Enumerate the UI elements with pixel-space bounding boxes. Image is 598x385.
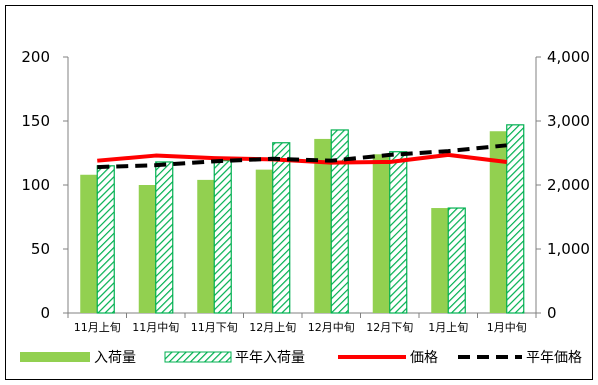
x-tick-label: 12月下旬 <box>366 321 413 334</box>
left-y-tick-label: 200 <box>21 48 50 66</box>
x-tick-label: 12月中旬 <box>308 321 355 334</box>
bar-heinen-nyukaryo <box>507 125 524 313</box>
axes <box>63 57 541 318</box>
right-y-tick-label: 4,000 <box>547 48 590 66</box>
x-tick-label: 1月上旬 <box>428 321 468 334</box>
left-y-tick-label: 150 <box>21 112 50 130</box>
legend-nyukaryo-swatch <box>20 352 90 362</box>
bar-nyukaryo <box>139 185 156 313</box>
bar-nyukaryo <box>373 154 390 313</box>
legend: 入荷量 平年入荷量 価格 平年価格 <box>20 350 582 366</box>
right-y-tick-label: 1,000 <box>547 240 590 258</box>
left-y-tick-label: 0 <box>40 304 50 322</box>
bar-nyukaryo <box>80 175 97 313</box>
bar-heinen-nyukaryo <box>214 161 231 313</box>
lines <box>97 145 507 167</box>
x-tick-label: 11月中旬 <box>132 321 179 334</box>
bar-nyukaryo <box>314 139 331 313</box>
bars <box>80 125 524 313</box>
legend-heinen-nyukaryo-label: 平年入荷量 <box>235 350 305 366</box>
right-y-tick-label: 2,000 <box>547 176 590 194</box>
legend-heinen-nyukaryo-swatch <box>165 352 231 362</box>
bar-nyukaryo <box>431 208 448 313</box>
x-tick-label: 12月上旬 <box>249 321 296 334</box>
x-tick-label: 11月下旬 <box>191 321 238 334</box>
legend-kakaku-label: 価格 <box>410 350 438 366</box>
x-tick-label: 11月上旬 <box>74 321 121 334</box>
legend-heinen-kakaku-label: 平年価格 <box>526 350 582 366</box>
bar-heinen-nyukaryo <box>156 162 173 313</box>
bar-heinen-nyukaryo <box>97 166 114 313</box>
bar-heinen-nyukaryo <box>390 152 407 313</box>
bar-heinen-nyukaryo <box>273 143 290 313</box>
right-y-tick-label: 0 <box>547 304 557 322</box>
bar-nyukaryo <box>256 170 273 313</box>
left-y-tick-label: 50 <box>31 240 50 258</box>
right-y-tick-label: 3,000 <box>547 112 590 130</box>
left-y-tick-label: 100 <box>21 176 50 194</box>
x-tick-label: 1月中旬 <box>487 321 527 334</box>
legend-nyukaryo-label: 入荷量 <box>94 350 136 366</box>
bar-heinen-nyukaryo <box>448 208 465 313</box>
bar-nyukaryo <box>197 180 214 313</box>
